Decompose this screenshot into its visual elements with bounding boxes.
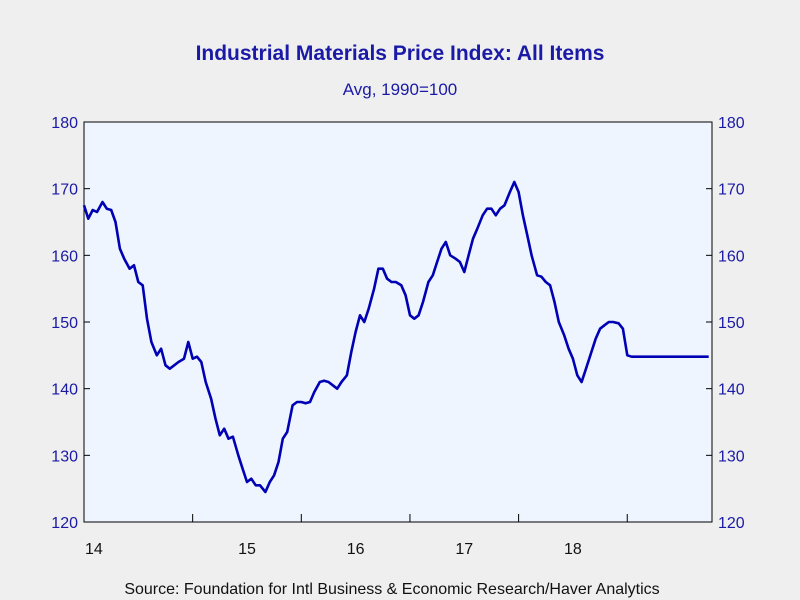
y-tick-label-left: 160 [51,248,78,265]
y-tick-label-right: 120 [718,515,745,532]
y-tick-label-right: 130 [718,448,745,465]
source-note: Source: Foundation for Intl Business & E… [124,581,659,598]
x-tick-label: 17 [455,541,473,558]
x-axis: 14 15 16 17 18 [85,514,628,558]
y-tick-label-right: 140 [718,382,745,399]
y-tick-label-left: 130 [51,448,78,465]
y-tick-label-left: 170 [51,182,78,199]
chart-subtitle: Avg, 1990=100 [343,80,458,99]
series-line [82,180,709,494]
x-tick-label: 14 [85,541,103,558]
x-tick-label: 18 [564,541,582,558]
y-tick-label-right: 150 [718,315,745,332]
y-tick-label-left: 180 [51,115,78,132]
x-tick-label: 15 [238,541,256,558]
y-axis-left: 120 130 140 150 160 170 180 [51,115,90,532]
y-tick-label-right: 160 [718,248,745,265]
y-tick-label-left: 140 [51,382,78,399]
y-tick-label-left: 120 [51,515,78,532]
chart-title: Industrial Materials Price Index: All It… [196,42,605,65]
y-tick-label-right: 180 [718,115,745,132]
x-tick-label: 16 [347,541,365,558]
y-axis-right: 120 130 140 150 160 170 180 [706,115,745,532]
y-tick-label-right: 170 [718,182,745,199]
y-tick-label-left: 150 [51,315,78,332]
